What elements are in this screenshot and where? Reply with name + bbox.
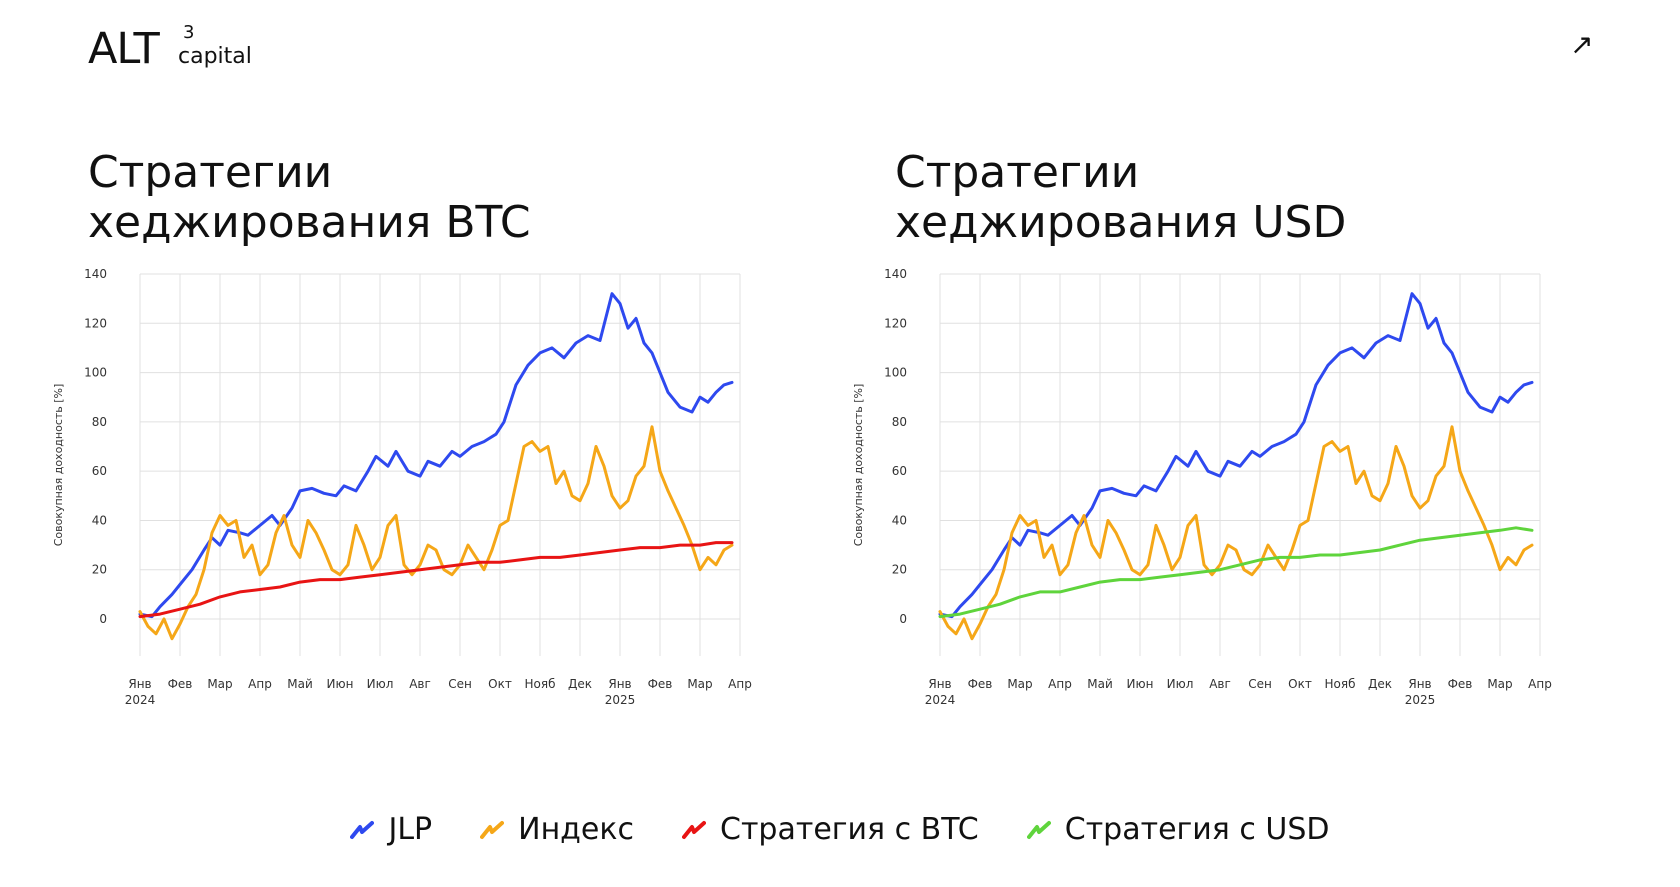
x-tick-label: Мар (1487, 677, 1512, 691)
logo-subtext: capital (178, 44, 252, 69)
x-tick-label: Июн (1127, 677, 1154, 691)
y-tick-label: 60 (92, 464, 107, 478)
y-tick-label: 140 (884, 267, 907, 281)
x-tick-label: Янв (928, 677, 951, 691)
x-tick-label: Июн (327, 677, 354, 691)
y-tick-label: 100 (884, 366, 907, 380)
chart-title-usd: Стратегии хеджирования USD (895, 148, 1346, 248)
y-tick-label: 100 (84, 366, 107, 380)
x-tick-year-label: 2024 (925, 693, 956, 707)
y-tick-label: 0 (99, 612, 107, 626)
usd-hedging-chart: 0 20 40 60 80 100 120 140 Янв 2024 Фев Мар Апр Май Июн… (852, 267, 1552, 707)
legend-label-usd-strategy: Стратегия с USD (1064, 812, 1330, 847)
y-axis-label: Совокупная доходность [%] (852, 384, 865, 547)
x-tick-year-label: 2024 (125, 693, 156, 707)
chart-title-usd-line-2: хеджирования USD (895, 197, 1347, 248)
x-tick-label: Нояб (1325, 677, 1356, 691)
x-tick-label: Фев (1448, 677, 1473, 691)
legend-item-usd-strategy: Стратегия с USD (1026, 812, 1330, 847)
x-tick-year-label: 2025 (605, 693, 636, 707)
series-line-индекс (138, 425, 734, 641)
y-axis-label: Совокупная доходность [%] (52, 384, 65, 547)
y-tick-label: 60 (892, 464, 907, 478)
chart-title-btc-line-2: хеджирования BTC (88, 197, 531, 248)
legend-item-btc-strategy: Стратегия с BTC (682, 812, 979, 847)
x-tick-year-label: 2025 (1405, 693, 1436, 707)
logo-superscript: 3 (183, 22, 195, 43)
x-tick-label: Фев (968, 677, 993, 691)
btc-hedging-chart: 0 20 40 60 80 100 120 140 Янв 2024 Фев Мар Апр Май Июн… (52, 267, 752, 707)
x-tick-label: Апр (728, 677, 752, 691)
y-tick-label: 0 (899, 612, 907, 626)
legend-swatch-index-icon (480, 820, 505, 839)
legend-label-index: Индекс (518, 812, 634, 847)
x-tick-label: Сен (1248, 677, 1272, 691)
x-tick-label: Июл (1167, 677, 1194, 691)
y-tick-label: 20 (92, 563, 107, 577)
x-tick-label: Июл (367, 677, 394, 691)
series-line-индекс (938, 425, 1534, 641)
x-tick-label: Апр (248, 677, 272, 691)
legend-item-index: Индекс (480, 812, 634, 847)
x-tick-label: Апр (1048, 677, 1072, 691)
x-tick-label: Дек (568, 677, 592, 691)
y-tick-label: 40 (892, 513, 907, 527)
x-tick-label: Мар (1007, 677, 1032, 691)
y-tick-label: 40 (92, 513, 107, 527)
x-tick-label: Фев (648, 677, 673, 691)
chart-title-btc: Стратегии хеджирования BTC (88, 148, 531, 248)
arrow-up-right-icon[interactable]: ↗ (1570, 28, 1594, 61)
x-tick-label: Сен (448, 677, 472, 691)
x-tick-label: Авг (1209, 677, 1231, 691)
x-tick-label: Мар (207, 677, 232, 691)
y-tick-label: 140 (84, 267, 107, 281)
y-tick-label: 80 (892, 415, 907, 429)
x-tick-label: Мар (687, 677, 712, 691)
x-tick-label: Дек (1368, 677, 1392, 691)
chart-title-usd-line-1: Стратегии (895, 147, 1140, 198)
y-tick-label: 120 (884, 316, 907, 330)
y-tick-label: 20 (892, 563, 907, 577)
x-tick-label: Нояб (525, 677, 556, 691)
y-tick-label: 80 (92, 415, 107, 429)
series-line-стратегия-с-btc (138, 541, 734, 619)
x-tick-label: Янв (1408, 677, 1431, 691)
x-tick-label: Янв (608, 677, 631, 691)
series-line-jlp (138, 292, 734, 619)
x-tick-label: Янв (128, 677, 151, 691)
x-tick-label: Апр (1528, 677, 1552, 691)
logo-main-text: ALT (88, 24, 160, 74)
x-tick-label: Май (1087, 677, 1113, 691)
y-tick-label: 120 (84, 316, 107, 330)
x-tick-label: Фев (168, 677, 193, 691)
series-line-jlp (938, 292, 1534, 619)
legend-swatch-usd-strategy-icon (1026, 820, 1051, 839)
chart-title-btc-line-1: Стратегии (88, 147, 333, 198)
x-tick-label: Окт (488, 677, 512, 691)
x-tick-label: Май (287, 677, 313, 691)
legend-label-jlp: JLP (388, 812, 433, 847)
x-tick-label: Авг (409, 677, 431, 691)
legend-item-jlp: JLP (350, 812, 432, 847)
legend-swatch-jlp-icon (350, 820, 375, 839)
legend-swatch-btc-strategy-icon (682, 820, 706, 839)
legend-label-btc-strategy: Стратегия с BTC (720, 812, 979, 847)
series-line-стратегия-с-usd (938, 526, 1534, 619)
x-tick-label: Окт (1288, 677, 1312, 691)
chart-legend: JLP Индекс Стратегия с BTC Стратегия с U… (0, 812, 1680, 847)
